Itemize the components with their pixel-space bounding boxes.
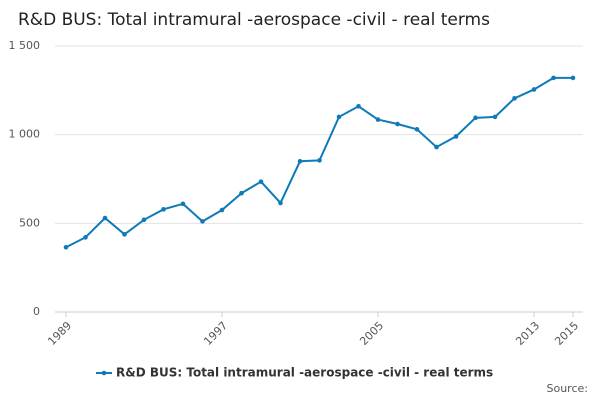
- data-point: [317, 158, 322, 163]
- data-point: [180, 201, 186, 207]
- data-point: [200, 219, 205, 224]
- data-point: [278, 200, 283, 206]
- data-point: [102, 215, 108, 221]
- y-tick-label: 0: [33, 305, 40, 318]
- data-point: [297, 158, 303, 164]
- data-point: [122, 232, 127, 237]
- y-tick-label: 1 000: [9, 128, 41, 141]
- x-tick-label: 2005: [357, 319, 386, 348]
- data-point: [551, 75, 556, 81]
- data-point: [239, 190, 244, 196]
- data-point: [531, 87, 537, 92]
- x-tick-label: 2013: [513, 319, 542, 348]
- x-tick-label: 1997: [201, 319, 230, 348]
- data-point: [453, 134, 459, 139]
- data-point: [512, 96, 517, 101]
- source-label: Source:: [547, 382, 589, 395]
- chart-title: R&D BUS: Total intramural -aerospace -ci…: [18, 10, 490, 30]
- data-point: [63, 244, 69, 250]
- data-point: [219, 207, 225, 213]
- x-tick-label: 2015: [552, 319, 581, 348]
- data-point: [141, 217, 147, 223]
- data-point: [570, 75, 576, 81]
- data-point: [161, 207, 166, 212]
- data-point: [375, 117, 381, 122]
- x-tick-label: 1989: [45, 319, 74, 348]
- data-point: [336, 114, 342, 120]
- data-point: [395, 121, 400, 127]
- legend-label: R&D BUS: Total intramural -aerospace -ci…: [116, 366, 493, 380]
- data-point: [473, 115, 478, 121]
- data-point: [83, 235, 88, 240]
- data-point: [414, 127, 420, 132]
- data-point: [258, 179, 264, 184]
- data-point: [434, 144, 439, 150]
- y-tick-label: 1 500: [9, 39, 41, 52]
- data-point: [356, 103, 361, 109]
- data-point: [492, 114, 498, 120]
- legend-swatch-dot: [101, 370, 107, 376]
- y-tick-label: 500: [19, 216, 40, 229]
